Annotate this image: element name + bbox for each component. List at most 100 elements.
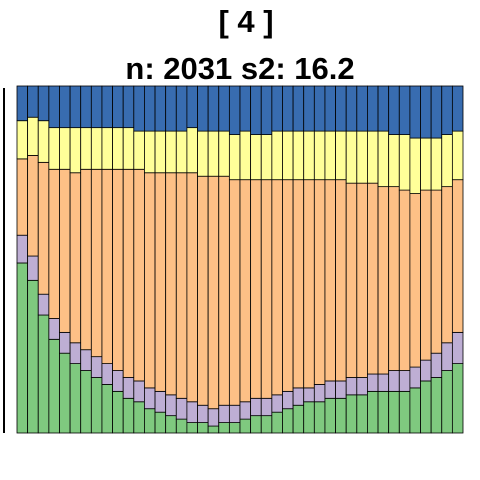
bar-segment-blue-39	[420, 85, 432, 139]
bar-segment-green-16	[175, 418, 188, 434]
bar-segment-orange-6	[69, 172, 82, 344]
bar-segment-yellow-34	[367, 130, 379, 184]
bar-segment-green-29	[313, 401, 326, 434]
bar-segment-green-32	[345, 394, 358, 434]
bar-segment-orange-4	[48, 168, 60, 319]
bar-segment-orange-37	[398, 189, 411, 371]
bar-segment-green-38	[409, 387, 421, 434]
bar-segment-blue-37	[398, 85, 411, 135]
bar-segment-yellow-22	[239, 130, 252, 181]
bar-segment-yellow-27	[292, 130, 305, 181]
bar-segment-green-21	[228, 422, 241, 434]
bar-segment-green-6	[69, 363, 82, 434]
bar-segment-green-23	[250, 415, 262, 434]
bar-segment-yellow-15	[165, 130, 177, 174]
bar-segment-yellow-17	[186, 127, 198, 174]
bar-segment-purple-27	[292, 387, 305, 406]
bar-segment-blue-40	[430, 85, 443, 139]
bar-segment-blue-16	[175, 85, 188, 132]
bar-segment-blue-42	[451, 85, 464, 132]
bar-segment-green-22	[239, 418, 252, 434]
bar-segment-green-31	[335, 397, 347, 434]
bar-segment-yellow-33	[356, 130, 368, 184]
bar-segment-yellow-20	[218, 130, 230, 177]
bar-segment-blue-6	[69, 85, 82, 129]
bar-segment-blue-33	[356, 85, 368, 132]
bar-segment-blue-32	[345, 85, 358, 132]
bar-segment-green-40	[430, 377, 443, 434]
bar-segment-orange-28	[303, 179, 315, 389]
bar-segment-purple-31	[335, 380, 347, 399]
bar-segment-yellow-32	[345, 130, 358, 184]
bar-segment-yellow-40	[430, 137, 443, 191]
bar-segment-green-8	[90, 377, 103, 434]
bar-segment-purple-16	[175, 397, 188, 420]
bar-segment-purple-38	[409, 366, 421, 389]
bar-segment-yellow-21	[228, 134, 241, 181]
bar-segment-yellow-19	[207, 130, 220, 177]
bar-segment-purple-22	[239, 401, 252, 420]
bar-segment-yellow-37	[398, 134, 411, 191]
bar-segment-purple-15	[165, 394, 177, 417]
bar-segment-purple-6	[69, 342, 82, 364]
bar-segment-purple-3	[37, 293, 50, 316]
bar-segment-orange-2	[27, 154, 39, 257]
bar-segment-green-27	[292, 404, 305, 434]
bar-segment-green-36	[388, 390, 400, 434]
bar-segment-purple-39	[420, 359, 432, 382]
bar-segment-orange-40	[430, 189, 443, 354]
bar-segment-orange-1	[16, 158, 29, 236]
bar-segment-purple-42	[451, 331, 464, 364]
bar-segment-purple-14	[154, 390, 167, 413]
bar-segment-yellow-30	[324, 130, 336, 181]
bar-segment-purple-35	[377, 373, 390, 392]
bar-segment-green-17	[186, 422, 198, 434]
bar-segment-purple-28	[303, 387, 315, 403]
bar-segment-orange-8	[90, 168, 103, 358]
bar-segment-blue-14	[154, 85, 167, 132]
bar-segment-purple-9	[101, 363, 113, 385]
bar-segment-orange-17	[186, 172, 198, 403]
bar-segment-green-12	[133, 401, 145, 434]
bar-segment-green-1	[16, 262, 29, 434]
bar-segment-yellow-28	[303, 130, 315, 181]
bar-segment-purple-10	[112, 370, 124, 392]
bar-segment-orange-14	[154, 172, 167, 392]
bar-segment-blue-20	[218, 85, 230, 132]
bar-segment-yellow-18	[197, 130, 209, 177]
bar-segment-orange-12	[133, 168, 145, 382]
bar-segment-orange-5	[59, 168, 71, 333]
bar-segment-purple-18	[197, 404, 209, 423]
bar-segment-purple-29	[313, 384, 326, 403]
bar-segment-blue-12	[133, 85, 145, 132]
bar-segment-yellow-39	[420, 137, 432, 191]
bar-segment-green-37	[398, 390, 411, 434]
bar-segment-green-18	[197, 422, 209, 434]
bar-segment-orange-10	[112, 168, 124, 371]
bar-segment-orange-23	[250, 179, 262, 399]
bar-segment-purple-12	[133, 380, 145, 403]
bar-segment-yellow-24	[260, 134, 273, 181]
bar-segment-blue-24	[260, 85, 273, 135]
bars-group	[16, 85, 464, 434]
bar-segment-green-26	[282, 408, 294, 434]
bar-segment-orange-22	[239, 179, 252, 403]
bar-segment-blue-29	[313, 85, 326, 132]
bar-segment-blue-5	[59, 85, 71, 129]
bar-segment-blue-19	[207, 85, 220, 132]
bar-segment-purple-40	[430, 352, 443, 378]
bar-segment-orange-24	[260, 179, 273, 399]
bar-segment-blue-2	[27, 85, 39, 118]
bar-segment-green-20	[218, 422, 230, 434]
bar-segment-blue-1	[16, 85, 29, 122]
bar-segment-yellow-29	[313, 130, 326, 181]
bar-segment-green-19	[207, 425, 220, 434]
bar-segment-green-2	[27, 279, 39, 434]
bar-segment-orange-31	[335, 179, 347, 382]
bar-segment-green-30	[324, 397, 336, 434]
bar-segment-blue-23	[250, 85, 262, 135]
bar-segment-blue-41	[441, 85, 453, 135]
bar-segment-blue-26	[282, 85, 294, 132]
bar-segment-blue-38	[409, 85, 421, 139]
bar-segment-green-5	[59, 352, 71, 434]
